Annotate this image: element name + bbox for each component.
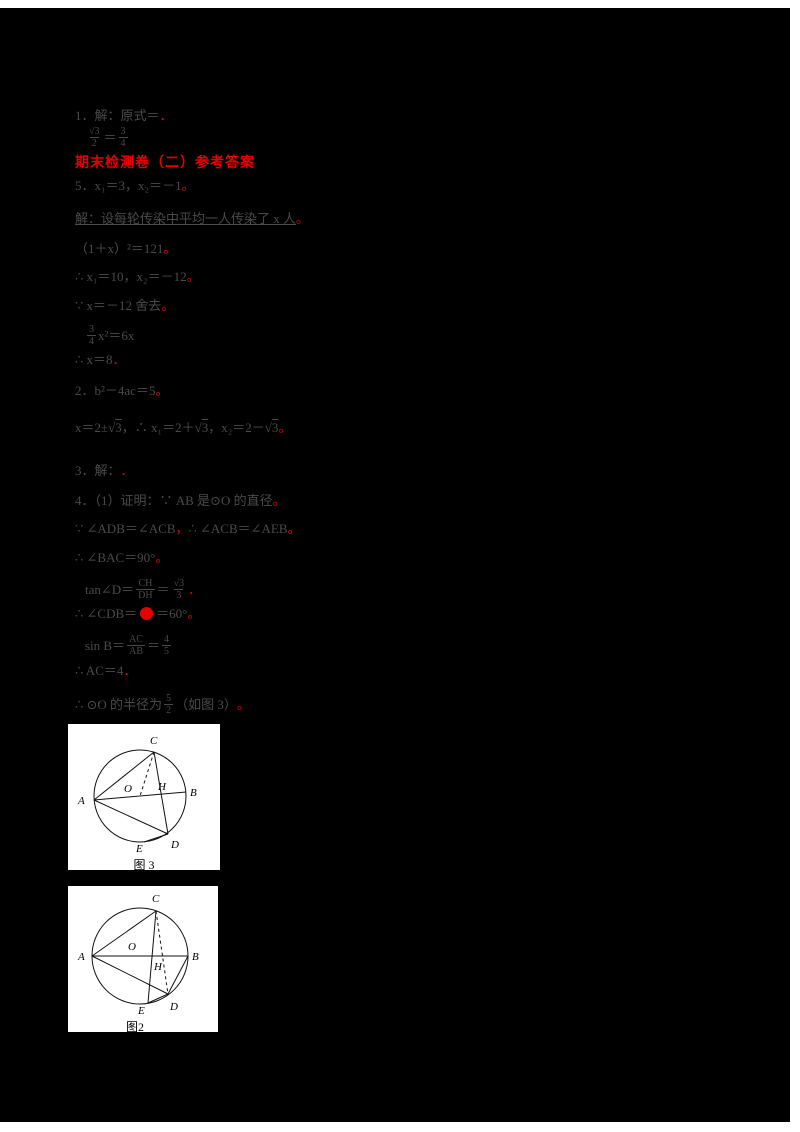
math-line-7: ∴ x₁＝10，x₂＝－12。 — [75, 269, 200, 284]
math-line-20: ∴ AC＝4 ． — [75, 663, 137, 678]
point-label-D: D — [169, 1001, 178, 1013]
math-line-5: 解：设每轮传染中平均一人传染了 x 人。 — [75, 211, 310, 226]
figure-2-caption: 图2 — [126, 1020, 145, 1034]
figure-3-caption: 图 3 — [133, 858, 155, 872]
figure-3-panel: A B C D E O H 图 3 — [68, 724, 220, 872]
math-line-1: 1．解：原式＝． — [75, 108, 173, 123]
fraction: √3 2 — [89, 126, 100, 149]
math-line-16: ∴ ∠BAC＝90°。 — [75, 550, 169, 565]
red-disc-marker — [140, 607, 154, 621]
figure-2-panel: A B C D E O H 图2 — [68, 886, 218, 1034]
point-label-H: H — [153, 961, 163, 973]
math-line-12: x＝2± √ 3 ，∴ x₁＝2＋ √ 3 ，x₂＝2－ √ 3。 — [75, 420, 292, 435]
math-line-15: ∵ ∠ADB＝∠ACB， ∴ ∠ACB＝∠AEB。 — [75, 521, 301, 536]
math-line-2: √3 2 ＝ 3 4 — [89, 126, 128, 149]
point-label-H: H — [157, 781, 167, 793]
math-line-11: 2．b²－4ac＝5。 — [75, 383, 169, 398]
point-label-E: E — [135, 843, 143, 855]
point-label-A: A — [77, 795, 85, 807]
math-line-4: 5．x₁＝3，x₂＝－1。 — [75, 178, 195, 193]
math-line-9: 3 4 x²＝6x — [87, 324, 135, 347]
point-label-B: B — [192, 951, 199, 963]
point-label-B: B — [190, 787, 197, 799]
fraction: √3 3 — [173, 578, 185, 601]
point-label-O: O — [124, 783, 132, 795]
circle-diagram-fig3: A B C D E O H — [77, 735, 197, 855]
point-label-C: C — [150, 735, 158, 747]
scan-black-canvas: 1．解：原式＝． √3 2 ＝ 3 4 期末检测卷（二）参考答案 5．x₁＝3，x₂＝－1。解… — [0, 8, 790, 1122]
math-line-8: ∵ x＝－12 舍去。 — [75, 298, 175, 313]
circle-diagram-fig2: A B C D E O H — [77, 893, 199, 1017]
math-line-6: （1＋x）²＝121。 — [75, 241, 177, 256]
point-label-D: D — [170, 839, 179, 851]
math-line-10: ∴ x＝8 ． — [75, 352, 126, 367]
math-line-14: 4．（1）证明：∵ AB 是⊙O 的直径。 — [75, 493, 286, 508]
red-heading: 期末检测卷（二）参考答案 — [75, 156, 255, 171]
fraction: CH DH — [136, 578, 155, 601]
math-line-21: ∴ ⊙O 的半径为 5 2 （如图 3）。 — [75, 693, 250, 716]
point-label-C: C — [152, 893, 160, 905]
math-line-17: tan∠D＝ CH DH ＝ √3 3 ． — [85, 578, 202, 601]
math-line-18: ∴ ∠CDB＝ ＝60°。 — [75, 606, 201, 621]
point-label-O: O — [128, 941, 136, 953]
fraction: AC AB — [127, 634, 145, 657]
math-line-19: sin B＝ AC AB ＝ 4 5 — [85, 634, 172, 657]
point-label-A: A — [77, 951, 85, 963]
point-label-E: E — [137, 1005, 145, 1017]
math-line-13: 3．解：． — [75, 463, 134, 478]
